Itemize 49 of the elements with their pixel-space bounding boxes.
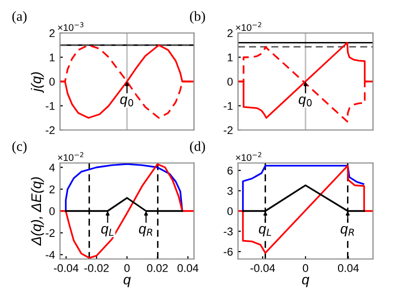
x-tick-label: 0: [124, 264, 130, 272]
x-tick-label: 0.04: [338, 264, 359, 272]
annotation: q$_{L}$: [101, 226, 114, 236]
x-axis-title: q: [124, 276, 131, 288]
x-tick-label: -0.02: [84, 264, 109, 272]
line-series: [238, 164, 373, 254]
x-tick-label: 0.02: [147, 264, 168, 272]
y-tick-label: 2: [50, 185, 55, 194]
annotation: q$_{R}$: [139, 226, 152, 236]
x-axis-title: q: [302, 276, 310, 288]
text: ×10$^{−2}$: [236, 22, 262, 32]
y-tick-label: -2: [46, 229, 55, 237]
y-tick-label: -2: [224, 126, 233, 134]
y-axis-title: Δ(q), ΔE(q): [30, 177, 44, 246]
y-tick-label: 2: [50, 29, 55, 38]
y-tick-label: 1: [50, 54, 55, 62]
y-tick-label: 4: [49, 164, 55, 172]
line-series: [60, 163, 194, 259]
annotation: q$_{R}$: [340, 226, 354, 236]
y-tick-label: 0: [227, 207, 233, 216]
y-tick-label: 0: [49, 78, 55, 86]
text: ×10$^{−3}$: [58, 22, 84, 32]
y-tick-label: 2: [228, 29, 233, 38]
chart-title: (a): [12, 11, 27, 24]
x-tick-label: 0: [302, 264, 308, 272]
annotation: q$_{0}$: [120, 96, 134, 107]
y-tick-label: 1: [228, 54, 233, 62]
x-tick-label: -0.04: [250, 264, 275, 272]
y-axis-title: j(q): [30, 72, 44, 94]
y-tick-label: 6: [228, 166, 233, 175]
chart-title: (c): [12, 141, 27, 154]
y-tick-label: -6: [224, 248, 233, 256]
chart-title: (b): [190, 11, 205, 24]
y-tick-label: 0: [227, 78, 233, 86]
y-tick-label: 3: [227, 186, 233, 195]
y-tick-label: -2: [46, 126, 55, 134]
y-tick-label: 0: [49, 207, 55, 216]
x-tick-label: 0.04: [178, 264, 198, 272]
chart-title: (d): [190, 141, 205, 154]
text: ×10$^{−2}$: [236, 152, 262, 162]
y-tick-label: -1: [46, 102, 55, 110]
text: ×10$^{−2}$: [58, 152, 84, 162]
y-tick-label: -3: [224, 228, 233, 236]
x-tick-label: -0.04: [54, 264, 78, 272]
annotation: q$_{L}$: [258, 226, 272, 236]
y-tick-label: -4: [46, 251, 55, 259]
y-tick-label: -1: [224, 102, 233, 110]
annotation: q$_{0}$: [298, 96, 312, 107]
line-series: [242, 164, 364, 212]
